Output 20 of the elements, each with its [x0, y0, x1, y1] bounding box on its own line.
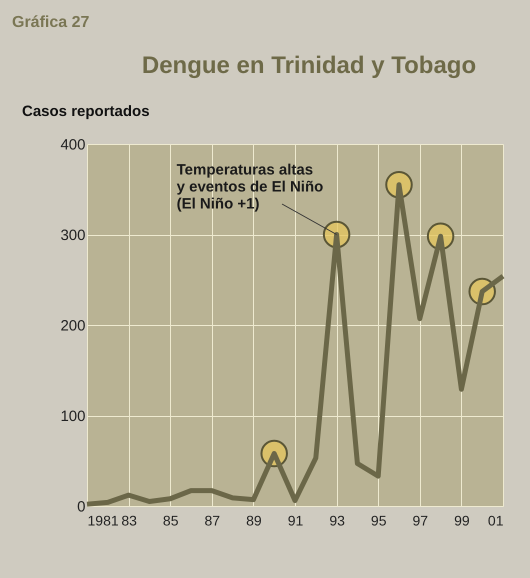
x-tick-label: 95	[370, 512, 387, 528]
chart-title: Dengue en Trinidad y Tobago	[142, 52, 476, 79]
x-tick-label: 97	[412, 512, 428, 528]
y-tick-label: 300	[60, 227, 86, 244]
y-tick-label: 100	[60, 408, 86, 425]
y-tick-label: 400	[60, 136, 86, 154]
annotation: Temperaturas altas y eventos de El Niño (El Niño +1)	[176, 162, 324, 212]
x-tick-label: 93	[329, 512, 346, 528]
x-tick-label: 83	[121, 512, 138, 528]
x-tick-label: 87	[204, 512, 220, 528]
x-tick-label: 99	[454, 512, 470, 528]
x-tick-label: 89	[246, 512, 262, 528]
x-tick-label: 85	[162, 512, 179, 528]
y-axis-title: Casos reportados	[22, 103, 150, 120]
x-tick-label: 91	[288, 512, 304, 528]
y-tick-label: 0	[77, 498, 86, 516]
x-tick-label: 01	[488, 512, 504, 528]
x-tick-label: 1981	[88, 512, 119, 528]
y-tick-label: 200	[60, 318, 86, 334]
text: Gráfica 27	[12, 14, 90, 31]
